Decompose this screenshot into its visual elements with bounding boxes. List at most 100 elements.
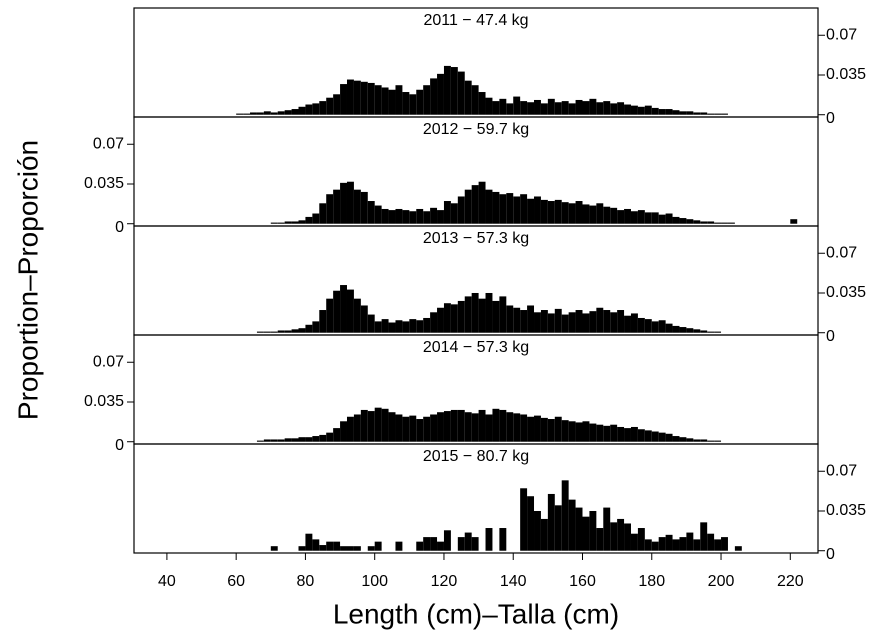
x-tick-label: 120 bbox=[431, 573, 458, 590]
bar bbox=[333, 290, 341, 333]
bar bbox=[443, 65, 451, 115]
bar bbox=[374, 321, 382, 333]
bar bbox=[333, 189, 341, 224]
bar bbox=[263, 439, 271, 442]
bar bbox=[346, 416, 354, 442]
bar bbox=[603, 206, 611, 224]
bar bbox=[471, 537, 479, 551]
bar bbox=[333, 94, 341, 115]
bar bbox=[679, 111, 687, 115]
bar bbox=[367, 314, 375, 333]
bar bbox=[561, 480, 569, 551]
bar bbox=[644, 105, 652, 115]
bar bbox=[554, 102, 562, 115]
bar bbox=[478, 409, 486, 442]
bar bbox=[630, 533, 638, 551]
bar bbox=[665, 534, 673, 551]
bar bbox=[450, 203, 458, 224]
bar bbox=[291, 221, 299, 224]
bar bbox=[367, 201, 375, 224]
bar bbox=[298, 546, 306, 551]
bar bbox=[547, 201, 555, 224]
bar bbox=[658, 109, 666, 115]
bar bbox=[416, 541, 424, 551]
bar bbox=[499, 409, 507, 442]
bar bbox=[270, 546, 278, 551]
bar bbox=[464, 412, 472, 442]
bar bbox=[686, 532, 694, 551]
bar bbox=[547, 313, 555, 333]
bar bbox=[589, 423, 597, 442]
bar bbox=[672, 110, 680, 115]
bar bbox=[388, 412, 396, 442]
bar bbox=[284, 330, 292, 333]
bar bbox=[700, 112, 708, 115]
bar bbox=[727, 222, 735, 224]
bar bbox=[603, 101, 611, 115]
bar bbox=[499, 528, 507, 551]
bar bbox=[256, 440, 264, 442]
bar bbox=[658, 320, 666, 333]
bar bbox=[693, 439, 701, 442]
bar bbox=[312, 539, 320, 551]
bar bbox=[790, 219, 798, 224]
bar bbox=[734, 546, 742, 551]
bar bbox=[554, 308, 562, 333]
bar bbox=[457, 409, 465, 442]
bar bbox=[527, 198, 535, 224]
bar bbox=[651, 212, 659, 224]
bar bbox=[672, 216, 680, 224]
bar bbox=[582, 204, 590, 224]
bar bbox=[298, 106, 306, 115]
bar bbox=[388, 89, 396, 115]
bar bbox=[540, 518, 548, 551]
bar bbox=[305, 216, 313, 224]
bar bbox=[402, 321, 410, 333]
bar bbox=[721, 113, 728, 115]
bar bbox=[630, 105, 638, 115]
bar bbox=[450, 409, 458, 442]
bar bbox=[554, 505, 562, 551]
bar bbox=[637, 528, 645, 551]
bar bbox=[270, 222, 278, 224]
bar bbox=[714, 222, 722, 224]
bar bbox=[346, 289, 354, 333]
bar bbox=[388, 322, 396, 333]
bar bbox=[513, 96, 521, 115]
bar bbox=[333, 541, 341, 551]
bar bbox=[547, 493, 555, 551]
bar bbox=[630, 211, 638, 224]
bar bbox=[540, 103, 548, 115]
bar bbox=[416, 208, 424, 224]
bar bbox=[291, 438, 299, 442]
y-tick-label: 0.07 bbox=[826, 26, 857, 43]
bar bbox=[346, 181, 354, 224]
bar bbox=[617, 426, 625, 442]
bar bbox=[693, 539, 701, 551]
bar bbox=[319, 545, 327, 551]
bar bbox=[637, 317, 645, 333]
bar bbox=[457, 300, 465, 333]
bar bbox=[499, 194, 507, 224]
bar bbox=[326, 298, 334, 333]
bar bbox=[506, 103, 514, 115]
bar bbox=[527, 305, 535, 333]
bar bbox=[527, 102, 535, 115]
bar bbox=[340, 84, 347, 115]
bar bbox=[367, 82, 375, 115]
bar bbox=[388, 210, 396, 224]
bar bbox=[395, 541, 403, 551]
bar bbox=[582, 313, 590, 333]
bar bbox=[527, 496, 535, 551]
bar bbox=[395, 208, 403, 224]
bar bbox=[575, 507, 583, 551]
bar bbox=[658, 432, 666, 442]
bar bbox=[644, 539, 652, 551]
bar bbox=[464, 189, 472, 224]
bar bbox=[492, 191, 500, 224]
bar bbox=[305, 437, 313, 442]
bar bbox=[443, 201, 451, 224]
bar bbox=[672, 325, 680, 333]
bar bbox=[423, 317, 431, 333]
bar bbox=[700, 221, 708, 224]
